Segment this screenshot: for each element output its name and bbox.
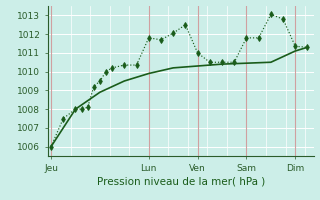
X-axis label: Pression niveau de la mer( hPa ): Pression niveau de la mer( hPa ) xyxy=(97,177,265,187)
